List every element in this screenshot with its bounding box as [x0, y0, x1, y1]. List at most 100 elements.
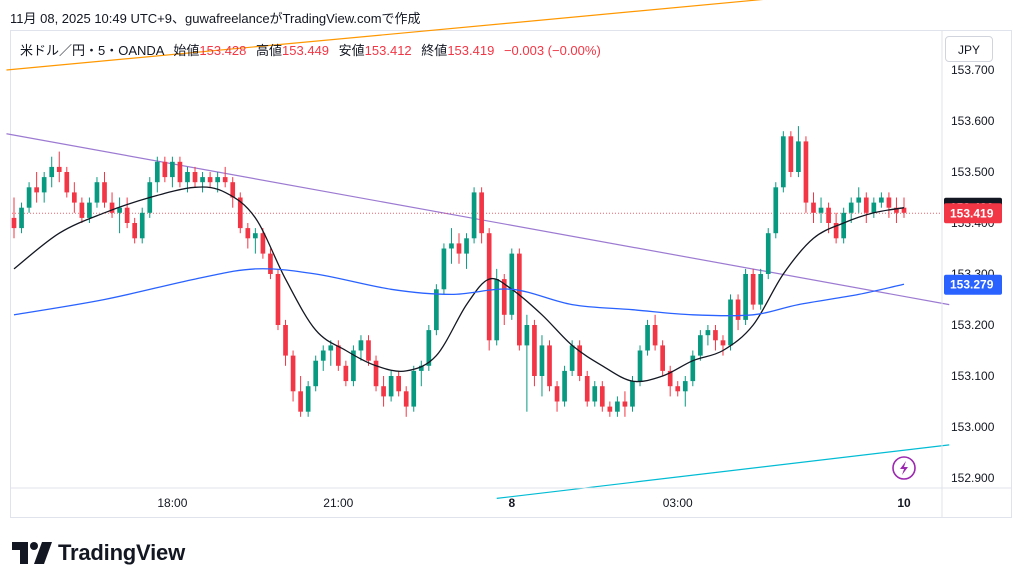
- candle: [313, 355, 319, 392]
- candle-body: [268, 253, 273, 274]
- candle-body: [79, 202, 85, 218]
- candle: [532, 319, 537, 387]
- candle-body: [49, 166, 55, 178]
- candle-body: [818, 207, 824, 213]
- candle-body: [237, 197, 243, 229]
- candle: [366, 335, 371, 366]
- change-value: −0.003 (−0.00%): [503, 43, 601, 58]
- candle: [667, 365, 673, 397]
- trendlines-layer: [6, 0, 950, 499]
- candle: [547, 340, 552, 392]
- candle: [449, 228, 454, 264]
- candle: [826, 202, 831, 234]
- candle: [162, 156, 168, 183]
- price-label-text: 153.419: [950, 206, 994, 220]
- candle-body: [411, 370, 417, 407]
- candle-body: [547, 345, 552, 387]
- candle-body: [501, 279, 507, 315]
- candle-body: [132, 223, 138, 239]
- candle-body: [569, 345, 575, 371]
- candle: [124, 197, 130, 229]
- candle-body: [215, 177, 220, 183]
- candle-body: [848, 202, 854, 213]
- candle: [682, 376, 688, 407]
- candle-body: [192, 172, 198, 183]
- candle-body: [863, 197, 869, 213]
- candle-body: [758, 274, 764, 305]
- x-tick-label: 10: [897, 496, 911, 510]
- candle-body: [102, 182, 107, 203]
- candle: [260, 228, 266, 259]
- trendline-lower: [496, 444, 950, 499]
- candle: [569, 340, 575, 376]
- high-value: 153.449: [282, 43, 330, 58]
- candle-body: [117, 207, 122, 213]
- candle-body: [305, 386, 311, 412]
- currency-button[interactable]: JPY: [945, 36, 993, 62]
- candle: [479, 187, 484, 244]
- candle: [630, 376, 635, 412]
- candle-body: [87, 202, 92, 218]
- candle: [56, 151, 62, 183]
- candle: [343, 360, 349, 387]
- candle-body: [682, 381, 688, 392]
- candle-body: [720, 340, 726, 346]
- low-value: 153.412: [364, 43, 412, 58]
- open-label: 始値: [173, 43, 200, 58]
- candle: [509, 248, 515, 320]
- candle: [154, 156, 160, 193]
- candle: [811, 192, 816, 223]
- candle: [698, 330, 703, 361]
- moving-average-long: [13, 268, 905, 317]
- trendline-upper: [6, 0, 764, 71]
- price-label-red: 153.419: [944, 203, 1002, 224]
- candle-body: [607, 406, 613, 412]
- candle-body: [811, 202, 816, 213]
- candle: [690, 350, 696, 387]
- price-label-blue: 153.279: [944, 274, 1002, 295]
- moving-averages-layer: [13, 186, 905, 383]
- candle-body: [577, 345, 583, 376]
- candle-body: [630, 381, 635, 407]
- candle-body: [584, 376, 590, 402]
- price-label-text: 153.279: [950, 278, 994, 292]
- candle: [11, 197, 17, 239]
- candle: [818, 197, 824, 223]
- candle: [592, 381, 598, 407]
- candle-body: [735, 299, 741, 320]
- candle-body: [698, 335, 703, 356]
- candle-body: [539, 345, 545, 376]
- candle-body: [449, 243, 454, 249]
- candle-body: [713, 330, 718, 341]
- candle-body: [396, 376, 401, 392]
- candle: [253, 228, 258, 254]
- candle: [200, 172, 205, 193]
- candle-body: [418, 365, 424, 371]
- candle-body: [207, 177, 213, 183]
- open-value: 153.428: [199, 43, 247, 58]
- lightning-icon[interactable]: [892, 456, 916, 480]
- candle: [230, 177, 236, 208]
- candle: [848, 197, 854, 223]
- candle: [222, 166, 228, 188]
- candle: [245, 223, 251, 249]
- candle-body: [532, 325, 537, 376]
- candle-body: [283, 325, 288, 356]
- candle: [856, 187, 862, 213]
- candle: [501, 274, 507, 325]
- candle: [622, 391, 628, 417]
- candle-body: [290, 355, 296, 392]
- candle: [283, 319, 288, 366]
- candles-layer: [11, 126, 907, 417]
- candle: [207, 172, 213, 188]
- symbol-label[interactable]: 米ドル／円・5・OANDA: [20, 43, 164, 58]
- candle-body: [275, 274, 281, 325]
- tradingview-logo[interactable]: TradingView: [12, 540, 185, 566]
- candle: [19, 202, 24, 234]
- candle-body: [403, 391, 409, 407]
- candle: [426, 325, 432, 371]
- candle-body: [56, 166, 62, 172]
- candle: [675, 381, 681, 397]
- candle-body: [901, 207, 907, 213]
